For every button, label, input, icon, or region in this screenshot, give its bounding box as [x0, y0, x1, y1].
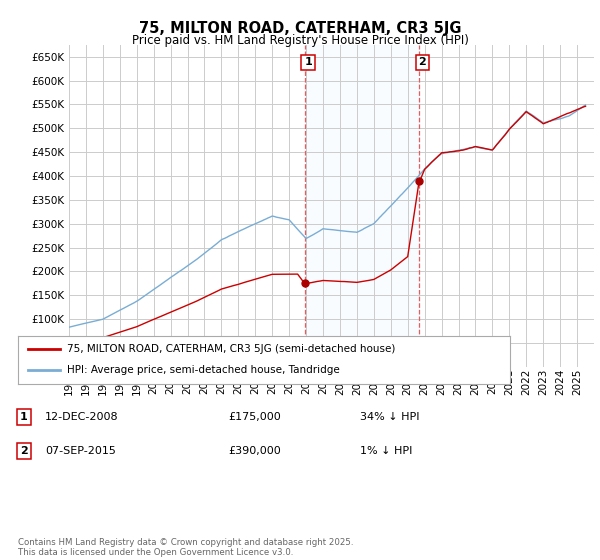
Text: £390,000: £390,000: [228, 446, 281, 456]
Text: 1: 1: [304, 58, 312, 67]
Text: Price paid vs. HM Land Registry's House Price Index (HPI): Price paid vs. HM Land Registry's House …: [131, 34, 469, 46]
Bar: [305, 45, 419, 367]
Text: £175,000: £175,000: [228, 412, 281, 422]
Text: 75, MILTON ROAD, CATERHAM, CR3 5JG: 75, MILTON ROAD, CATERHAM, CR3 5JG: [139, 21, 461, 36]
Text: 2: 2: [20, 446, 28, 456]
Text: 34% ↓ HPI: 34% ↓ HPI: [360, 412, 419, 422]
Text: 07-SEP-2015: 07-SEP-2015: [45, 446, 116, 456]
Text: 1: 1: [20, 412, 28, 422]
Text: 2: 2: [419, 58, 427, 67]
Text: HPI: Average price, semi-detached house, Tandridge: HPI: Average price, semi-detached house,…: [67, 365, 340, 375]
Text: 12-DEC-2008: 12-DEC-2008: [45, 412, 119, 422]
Text: Contains HM Land Registry data © Crown copyright and database right 2025.
This d: Contains HM Land Registry data © Crown c…: [18, 538, 353, 557]
Text: 75, MILTON ROAD, CATERHAM, CR3 5JG (semi-detached house): 75, MILTON ROAD, CATERHAM, CR3 5JG (semi…: [67, 344, 395, 354]
Text: 1% ↓ HPI: 1% ↓ HPI: [360, 446, 412, 456]
